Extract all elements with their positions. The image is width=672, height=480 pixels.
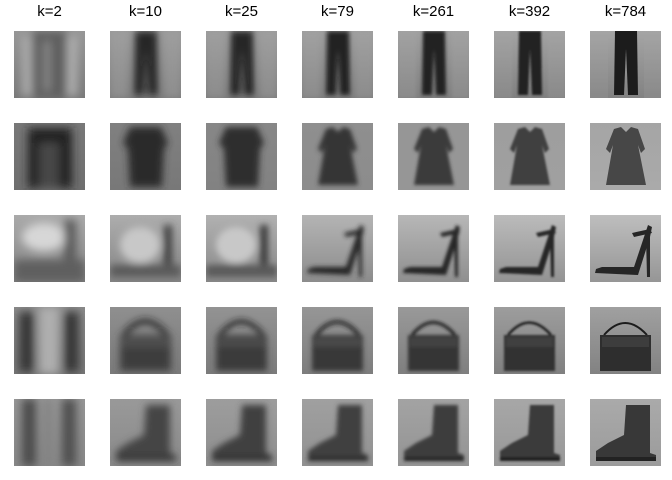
reconstruction-bag-3: [206, 307, 277, 374]
reconstruction-sandal-1: [14, 215, 85, 282]
reconstruction-dress-5: [398, 123, 469, 190]
reconstruction-trousers-6: [494, 31, 565, 98]
reconstruction-sandal-7: [590, 215, 661, 282]
reconstruction-ankle-boot-4: [302, 399, 373, 466]
reconstruction-sandal-2: [110, 215, 181, 282]
reconstruction-trousers-5: [398, 31, 469, 98]
column-label-4: k=79: [321, 3, 354, 20]
reconstruction-trousers-1: [14, 31, 85, 98]
column-label-5: k=261: [412, 3, 455, 20]
column-label-1: k=2: [37, 3, 62, 20]
reconstruction-dress-1: [14, 123, 85, 190]
reconstruction-ankle-boot-7: [590, 399, 661, 466]
reconstruction-bag-4: [302, 307, 373, 374]
reconstruction-ankle-boot-3: [206, 399, 277, 466]
reconstruction-sandal-6: [494, 215, 565, 282]
reconstruction-dress-4: [302, 123, 373, 190]
reconstruction-bag-7: [590, 307, 661, 374]
reconstruction-dress-3: [206, 123, 277, 190]
reconstruction-trousers-3: [206, 31, 277, 98]
column-label-3: k=25: [225, 3, 258, 20]
reconstruction-sandal-3: [206, 215, 277, 282]
reconstruction-bag-6: [494, 307, 565, 374]
reconstruction-trousers-2: [110, 31, 181, 98]
reconstruction-dress-6: [494, 123, 565, 190]
reconstruction-dress-2: [110, 123, 181, 190]
reconstruction-ankle-boot-6: [494, 399, 565, 466]
reconstruction-ankle-boot-1: [14, 399, 85, 466]
reconstruction-bag-2: [110, 307, 181, 374]
reconstruction-bag-5: [398, 307, 469, 374]
reconstruction-bag-1: [14, 307, 85, 374]
reconstruction-dress-7: [590, 123, 661, 190]
column-label-7: k=784: [604, 3, 647, 20]
reconstruction-sandal-4: [302, 215, 373, 282]
reconstruction-trousers-7: [590, 31, 661, 98]
reconstruction-ankle-boot-2: [110, 399, 181, 466]
reconstruction-ankle-boot-5: [398, 399, 469, 466]
column-label-2: k=10: [129, 3, 162, 20]
reconstruction-sandal-5: [398, 215, 469, 282]
reconstruction-trousers-4: [302, 31, 373, 98]
column-label-6: k=392: [508, 3, 551, 20]
